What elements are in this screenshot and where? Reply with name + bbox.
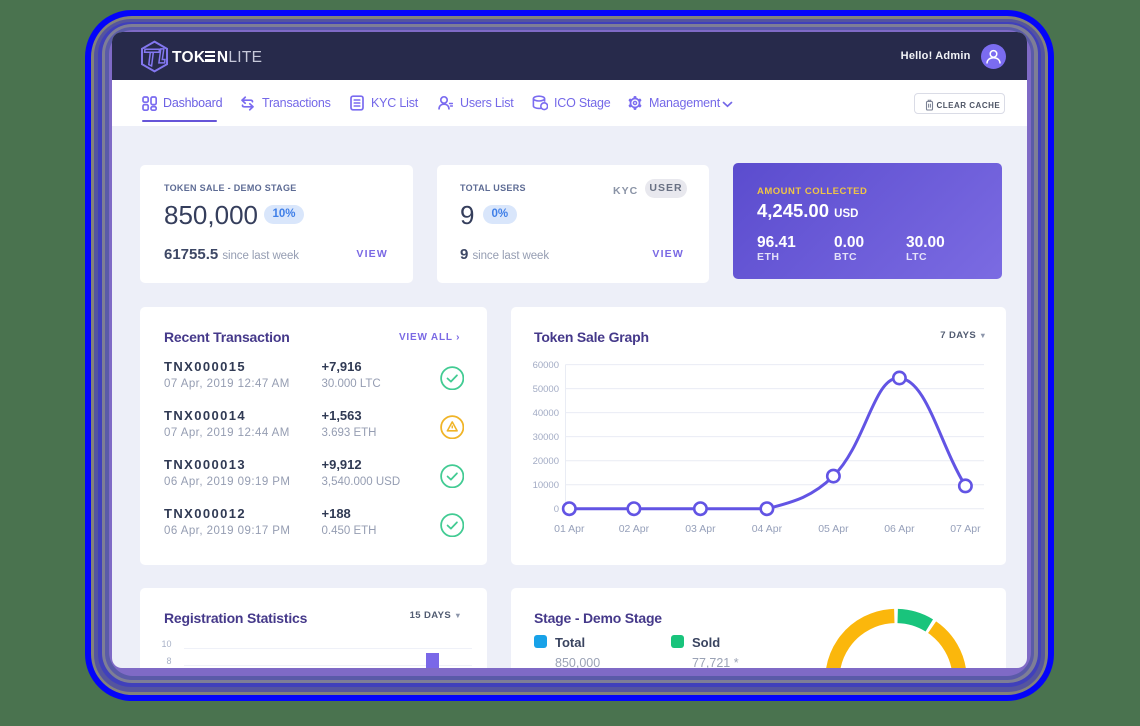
svg-text:30000: 30000	[532, 432, 558, 443]
svg-text:20000: 20000	[532, 456, 558, 467]
svg-text:40000: 40000	[532, 408, 558, 419]
svg-text:03 Apr: 03 Apr	[685, 523, 716, 535]
svg-text:01 Apr: 01 Apr	[554, 523, 585, 535]
svg-text:07 Apr: 07 Apr	[950, 523, 981, 535]
svg-text:10000: 10000	[532, 480, 558, 491]
svg-text:60000: 60000	[532, 360, 558, 371]
svg-text:06 Apr: 06 Apr	[884, 523, 915, 535]
svg-text:50000: 50000	[532, 384, 558, 395]
svg-text:04 Apr: 04 Apr	[751, 523, 782, 535]
svg-text:0: 0	[553, 504, 558, 515]
svg-text:05 Apr: 05 Apr	[818, 523, 849, 535]
svg-text:02 Apr: 02 Apr	[618, 523, 649, 535]
